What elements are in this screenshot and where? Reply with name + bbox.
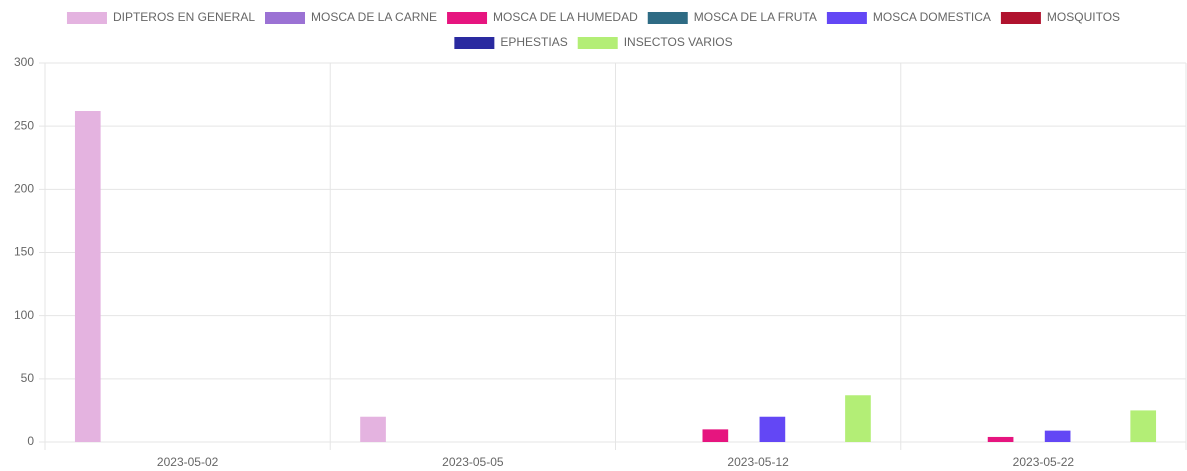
bar — [845, 395, 871, 442]
x-tick-label: 2023-05-12 — [727, 455, 789, 469]
legend-swatch — [66, 12, 107, 24]
x-tick-label: 2023-05-02 — [157, 455, 219, 469]
bar — [759, 416, 786, 442]
legend-label: EPHESTIAS — [500, 35, 567, 49]
legend-swatch — [454, 37, 495, 49]
legend-swatch — [647, 12, 688, 24]
y-tick-label: 250 — [14, 118, 34, 132]
x-tick-label: 2023-05-05 — [442, 455, 504, 469]
legend-label: MOSQUITOS — [1047, 10, 1120, 24]
y-tick-label: 50 — [21, 371, 35, 385]
legend-label: MOSCA DE LA FRUTA — [694, 10, 817, 24]
bar — [1130, 410, 1157, 442]
legend-swatch — [447, 12, 488, 24]
legend-swatch — [1000, 12, 1041, 24]
legend-label: MOSCA DE LA HUMEDAD — [493, 10, 638, 24]
y-tick-label: 300 — [14, 55, 34, 69]
bar — [702, 429, 729, 442]
legend-label: MOSCA DE LA CARNE — [311, 10, 437, 24]
legend-label: INSECTOS VARIOS — [624, 35, 733, 49]
legend-swatch — [265, 12, 305, 24]
y-tick-label: 200 — [14, 182, 34, 196]
y-tick-label: 100 — [14, 308, 34, 322]
legend-swatch — [577, 37, 618, 49]
bar — [360, 416, 386, 442]
legend-label: DIPTEROS EN GENERAL — [113, 10, 255, 24]
x-tick-label: 2023-05-22 — [1013, 455, 1075, 469]
bar — [987, 436, 1014, 442]
bar — [74, 111, 101, 443]
y-tick-label: 0 — [27, 434, 34, 448]
legend-swatch — [826, 12, 867, 24]
bar — [1044, 430, 1071, 442]
y-tick-label: 150 — [14, 245, 34, 259]
legend-label: MOSCA DOMESTICA — [873, 10, 991, 24]
